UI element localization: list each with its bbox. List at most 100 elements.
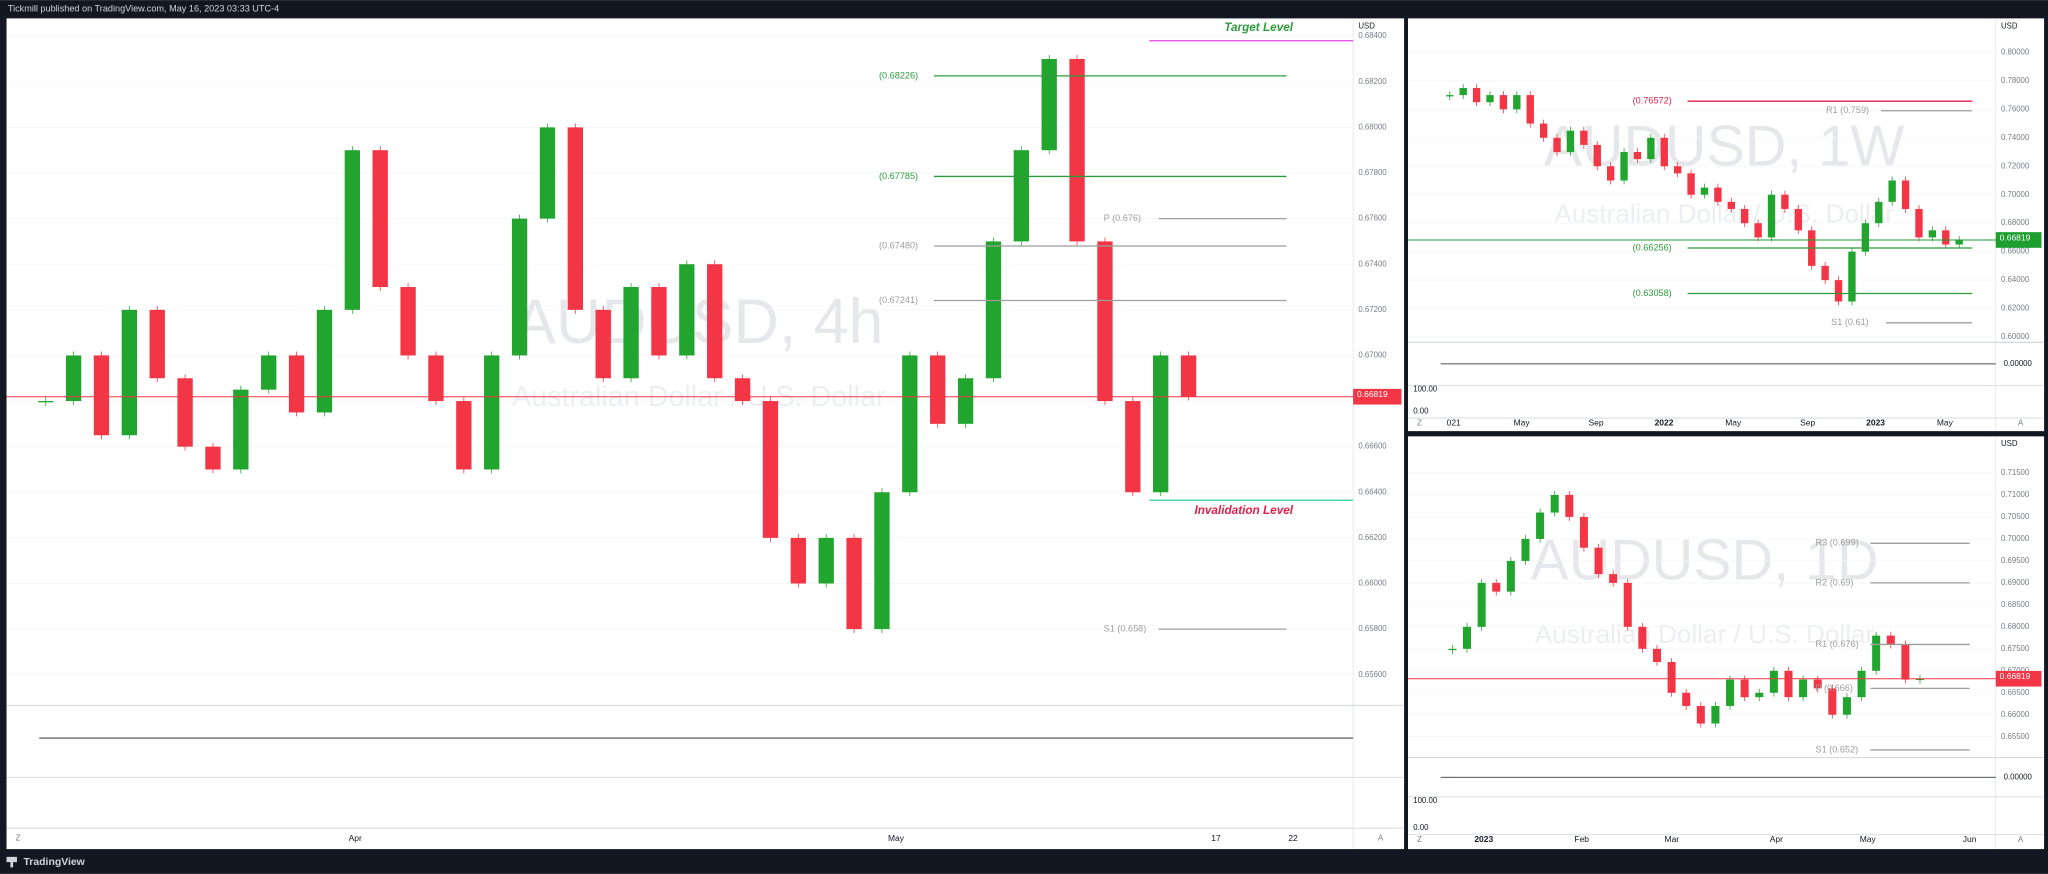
indicator-tick-label: 0.00 <box>1413 407 1429 416</box>
level-label: (0.66256) <box>1633 242 1672 252</box>
candle <box>149 309 165 379</box>
candle <box>1539 123 1548 138</box>
x-tick-label: 2023 <box>1474 834 1493 844</box>
panel <box>1408 18 2045 432</box>
candle <box>1740 679 1749 698</box>
candle <box>1069 58 1085 242</box>
y-tick-label: 0.70500 <box>2001 512 2030 521</box>
zoom-button[interactable]: Z <box>1417 835 1422 844</box>
candle <box>818 537 834 584</box>
watermark-subtitle: Australian Dollar / U.S. Dollar <box>1535 619 1875 649</box>
candle <box>1609 574 1618 583</box>
candle <box>1472 87 1481 103</box>
candle <box>679 264 695 356</box>
indicator-tick-label: 100.00 <box>1413 384 1438 393</box>
brand: TradingView <box>24 857 86 868</box>
candle <box>1741 208 1749 224</box>
zoom-button[interactable]: Z <box>1417 418 1422 427</box>
candle <box>1767 194 1776 238</box>
candle <box>316 309 333 413</box>
zoom-button[interactable]: Z <box>16 834 21 843</box>
auto-scale-button[interactable]: A <box>2018 835 2024 844</box>
candle <box>1652 648 1661 662</box>
candle <box>177 378 193 447</box>
candle <box>1536 512 1545 539</box>
currency-label: USD <box>1358 21 1375 30</box>
candle <box>1682 692 1691 706</box>
y-tick-label: 0.67200 <box>1358 305 1387 314</box>
x-tick-label: May <box>1725 418 1742 428</box>
currency-label: USD <box>2001 21 2018 30</box>
y-tick-label: 0.70000 <box>2001 190 2030 199</box>
y-tick-label: 0.71500 <box>2001 468 2030 477</box>
level-label: (0.68226) <box>879 70 918 80</box>
candle <box>1623 582 1632 627</box>
auto-scale-button[interactable]: A <box>1378 834 1384 843</box>
y-tick-label: 0.66000 <box>2001 247 2030 256</box>
level-label: R1 (0.676) <box>1816 639 1859 649</box>
candle <box>1813 679 1822 689</box>
candle <box>1711 705 1720 724</box>
level-label: (0.63058) <box>1633 288 1672 298</box>
candle <box>1579 516 1588 548</box>
y-tick-label: 0.64000 <box>2001 275 2030 284</box>
level-label: (0.67785) <box>879 171 918 181</box>
y-tick-label: 0.69500 <box>2001 556 2030 565</box>
candle <box>38 401 54 403</box>
last-price-tag <box>1995 670 2042 687</box>
candle <box>1593 144 1601 167</box>
x-tick-label: Apr <box>1770 834 1783 844</box>
y-tick-label: 0.67400 <box>1358 259 1387 268</box>
candle <box>1667 661 1676 693</box>
level-label: S1 (0.652) <box>1816 744 1859 754</box>
candle <box>1727 201 1735 209</box>
candle <box>1459 87 1467 96</box>
candle <box>1638 626 1647 649</box>
candle <box>1754 223 1762 238</box>
x-tick-label: 021 <box>1447 418 1461 428</box>
candle <box>539 127 556 219</box>
candle <box>567 127 583 310</box>
candle <box>734 378 751 402</box>
y-tick-label: 0.78000 <box>2001 76 2030 85</box>
candle <box>288 355 305 413</box>
last-price-tag <box>1995 232 2042 248</box>
candle <box>1781 194 1789 209</box>
candle <box>1606 166 1615 181</box>
y-tick-label: 0.67500 <box>2001 644 2030 653</box>
x-tick-label: Sep <box>1589 418 1604 428</box>
candle <box>1714 187 1722 202</box>
candle <box>1521 538 1530 561</box>
candle <box>1955 239 1963 245</box>
auto-scale-button[interactable]: A <box>2018 418 2024 427</box>
x-tick-label: May <box>1514 418 1531 428</box>
y-tick-label: 0.68200 <box>1358 77 1387 86</box>
candle <box>1915 208 1923 238</box>
candle <box>1566 130 1575 153</box>
candle <box>1769 670 1778 693</box>
candle <box>1553 137 1561 153</box>
candle <box>1842 697 1851 715</box>
candle <box>1821 265 1829 281</box>
candle <box>1875 201 1883 224</box>
x-tick-label: Mar <box>1665 834 1680 844</box>
x-tick-label: Feb <box>1574 834 1589 844</box>
candle <box>1526 95 1534 124</box>
candle <box>1687 173 1695 195</box>
y-tick-label: 0.74000 <box>2001 133 2030 142</box>
y-tick-label: 0.67800 <box>1358 168 1387 177</box>
candle <box>651 287 667 356</box>
candle <box>762 401 779 538</box>
candle <box>1700 187 1709 195</box>
panel <box>6 18 1405 850</box>
y-tick-label: 0.66600 <box>1358 442 1387 451</box>
y-tick-label: 0.68500 <box>2001 600 2030 609</box>
annotation-label: Invalidation Level <box>1194 504 1293 517</box>
candle <box>1755 692 1764 698</box>
y-tick-label: 0.66200 <box>1358 533 1387 542</box>
candle <box>874 492 890 630</box>
last-price-label: 0.66819 <box>2000 232 2031 242</box>
candle <box>400 287 416 356</box>
currency-label: USD <box>2001 439 2018 448</box>
